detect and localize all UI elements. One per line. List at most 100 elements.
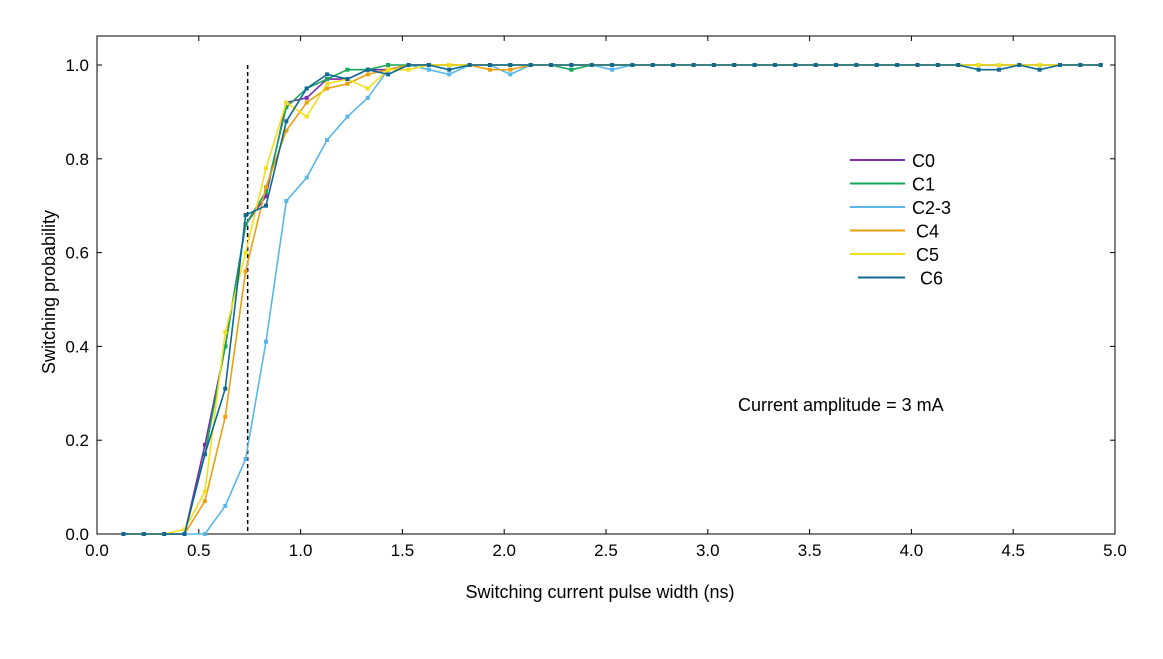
data-point-C2-3: [243, 456, 248, 461]
x-tick-label: 4.0: [900, 541, 924, 560]
data-point-C6: [630, 63, 635, 67]
data-point-C6: [813, 63, 818, 67]
data-point-C6: [874, 63, 879, 67]
data-point-C4: [263, 184, 268, 189]
data-point-C6: [1098, 63, 1103, 67]
y-tick-label: 1.0: [65, 56, 89, 75]
x-axis-label: Switching current pulse width (ns): [465, 582, 734, 602]
data-point-C6: [834, 63, 839, 67]
data-point-C6: [528, 63, 533, 67]
x-tick-label: 4.5: [1001, 541, 1025, 560]
data-point-C6: [549, 63, 554, 67]
data-point-C6: [365, 67, 370, 72]
legend-label-C5: C5: [916, 245, 939, 265]
data-point-C6: [956, 63, 961, 67]
data-point-C6: [915, 63, 920, 67]
data-point-C5: [447, 63, 452, 67]
data-point-C6: [426, 63, 431, 67]
data-point-C6: [467, 63, 472, 67]
data-point-C5: [976, 63, 981, 67]
data-point-C5: [406, 67, 411, 72]
series-line-C0: [123, 64, 1101, 535]
data-point-C5: [304, 114, 309, 119]
data-point-C5: [284, 100, 289, 105]
data-point-C6: [345, 77, 350, 82]
data-point-C6: [671, 63, 676, 67]
data-point-C5: [365, 86, 370, 91]
y-tick-label: 0.2: [65, 431, 89, 450]
data-point-C5: [223, 330, 228, 335]
series-line-C4: [123, 64, 1101, 535]
data-point-C1: [386, 63, 391, 67]
data-point-C4: [508, 67, 513, 72]
x-tick-label: 1.5: [391, 541, 415, 560]
legend-label-C1: C1: [912, 175, 935, 195]
data-point-C2-3: [325, 138, 330, 143]
data-point-C2-3: [365, 95, 370, 100]
data-point-C6: [976, 67, 981, 72]
data-point-C6: [447, 67, 452, 72]
legend-label-C0: C0: [912, 151, 935, 171]
data-point-C6: [1078, 63, 1083, 67]
x-tick-label: 2.0: [492, 541, 516, 560]
data-point-C6: [121, 532, 126, 536]
y-axis-label: Switching probability: [39, 210, 59, 374]
data-point-C6: [141, 532, 146, 536]
data-point-C6: [243, 213, 248, 218]
data-point-C1: [263, 189, 268, 194]
data-point-C6: [406, 63, 411, 67]
legend-label-C6: C6: [920, 269, 943, 289]
data-point-C5: [263, 166, 268, 171]
annotation-current-amplitude: Current amplitude = 3 mA: [738, 395, 944, 415]
plot-area: 0.0 0.5 1.0 1.5 2.0 2.5 3.0 3.5 4.0 4.5 5.0 0.0 0.2 0…: [65, 35, 1127, 560]
data-point-C6: [895, 63, 900, 67]
data-point-C6: [610, 63, 615, 67]
data-point-C6: [935, 63, 940, 67]
data-point-C0: [304, 95, 309, 100]
data-point-C1: [243, 222, 248, 227]
data-point-C4: [243, 269, 248, 274]
data-point-C4: [304, 100, 309, 105]
data-point-C2-3: [284, 199, 289, 204]
data-point-C5: [243, 250, 248, 255]
series-line-C6: [123, 64, 1101, 535]
series-line-C2-3: [123, 64, 1101, 535]
data-point-C6: [284, 119, 289, 124]
data-point-C6: [223, 386, 228, 391]
x-tick-label: 5.0: [1103, 541, 1127, 560]
data-point-C5: [1037, 63, 1042, 67]
data-point-C1: [223, 344, 228, 349]
data-point-C1: [569, 67, 574, 72]
data-point-C2-3: [223, 503, 228, 508]
data-point-C0: [263, 194, 268, 199]
y-tick-label: 0.4: [65, 337, 89, 356]
data-point-C4: [365, 72, 370, 77]
plot-frame: [96, 35, 1116, 535]
data-point-C6: [752, 63, 757, 67]
data-point-C6: [691, 63, 696, 67]
x-tick-label: 1.0: [289, 541, 313, 560]
data-point-C6: [650, 63, 655, 67]
data-point-C4: [202, 499, 207, 504]
data-point-C6: [487, 63, 492, 67]
data-point-C6: [202, 452, 207, 457]
data-point-C4: [345, 81, 350, 86]
legend-label-C4: C4: [916, 222, 939, 242]
data-point-C2-3: [610, 67, 615, 72]
data-point-C2-3: [263, 339, 268, 344]
data-point-C6: [325, 72, 330, 77]
data-point-C4: [325, 86, 330, 91]
x-tick-label: 0.0: [85, 541, 109, 560]
data-point-C1: [284, 105, 289, 110]
data-point-C5: [325, 81, 330, 86]
x-tick-label: 3.5: [798, 541, 822, 560]
data-point-C6: [589, 63, 594, 67]
data-point-C6: [386, 72, 391, 77]
x-tick-label: 2.5: [594, 541, 618, 560]
data-point-C6: [854, 63, 859, 67]
legend-label-C2-3: C2-3: [912, 198, 951, 218]
data-point-C4: [487, 67, 492, 72]
data-point-C6: [772, 63, 777, 67]
